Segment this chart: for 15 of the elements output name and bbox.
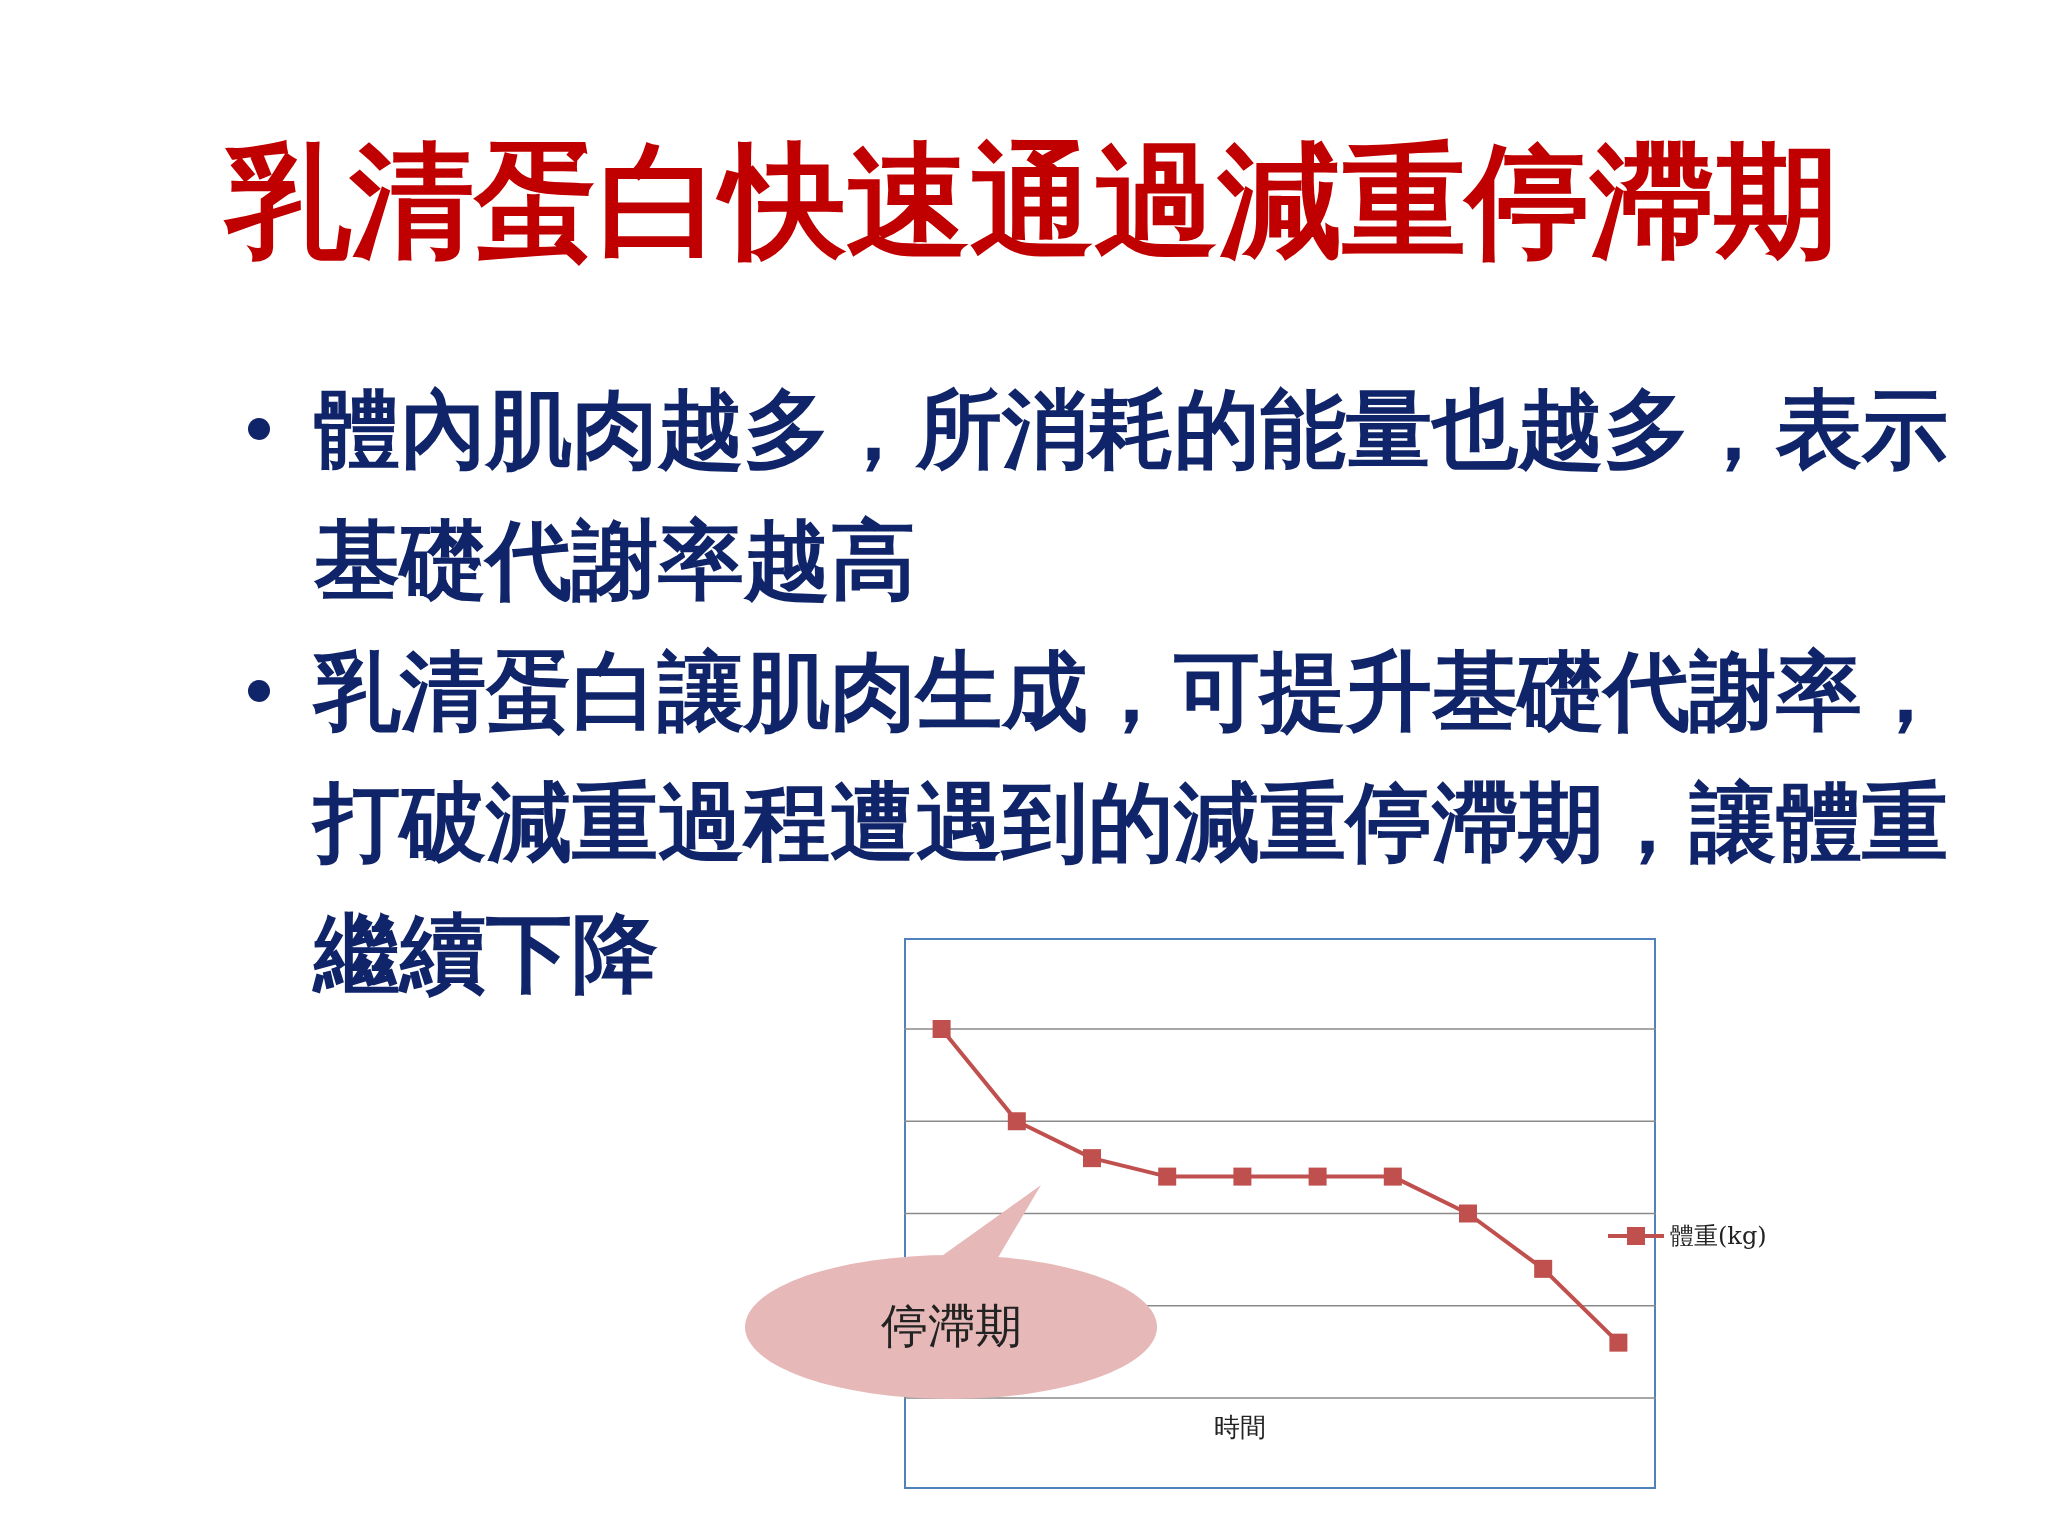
point [1308,1167,1327,1186]
legend-label: 體重(kg) [1668,1220,1769,1252]
chart-title: 乳清蛋白快速通過減重停滯期 [222,128,1839,275]
text: 體內肌肉越多，所消耗的能量也越多，表示基礎代謝率越高 [314,379,1948,610]
point [932,1020,951,1038]
x-axis-title: 時間 [1213,1411,1267,1444]
point [1233,1167,1252,1186]
point [1158,1167,1177,1186]
point [1383,1167,1402,1186]
point [1007,1112,1026,1131]
annotation: 停滯期 [879,1297,1023,1355]
point [1609,1333,1628,1352]
point [1534,1259,1553,1278]
point [1459,1204,1477,1223]
point [1083,1149,1101,1168]
